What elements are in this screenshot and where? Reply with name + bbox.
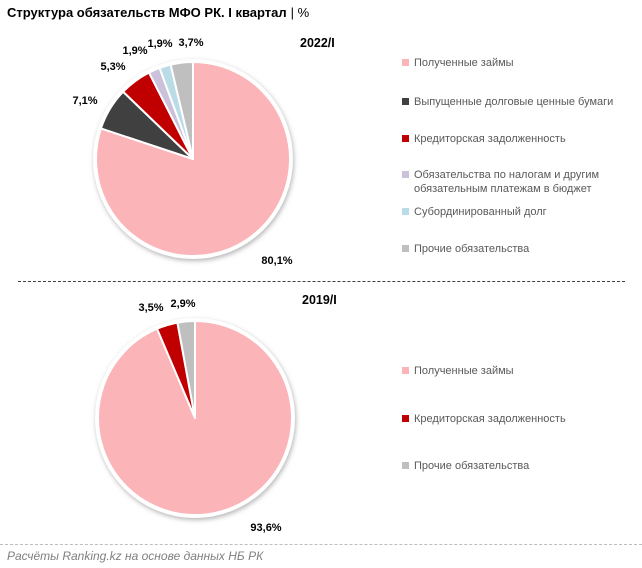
legend-marker <box>402 135 409 142</box>
legend-marker <box>402 208 409 215</box>
legend-label: Полученные займы <box>414 57 514 69</box>
period-label-2019: 2019/I <box>302 293 337 307</box>
legend-label: Кредиторская задолженность <box>414 413 566 425</box>
legend-item: Кредиторская задолженность <box>402 132 630 146</box>
legend-item: Полученные займы <box>402 364 630 378</box>
data-label: 1,9% <box>122 45 148 57</box>
pie-svg-2019 <box>95 318 295 518</box>
charts-divider <box>18 281 625 282</box>
legend-item: Полученные займы <box>402 56 630 70</box>
legend-item: Прочие обязательства <box>402 242 630 256</box>
legend-label: Прочие обязательства <box>414 243 530 255</box>
pie-chart-2019 <box>94 317 296 519</box>
data-label: 1,9% <box>147 38 173 50</box>
data-label: 2,9% <box>170 298 196 310</box>
legend-label: Выпущенные долговые ценные бумаги <box>414 96 614 108</box>
legend-label: Обязательства по налогам и другим обязат… <box>414 169 600 196</box>
legend-marker <box>402 98 409 105</box>
footer-source: Расчёты Ranking.kz на основе данных НБ Р… <box>7 549 264 563</box>
chart-title-unit: | % <box>290 5 310 20</box>
pie-svg-2022 <box>93 59 293 259</box>
data-label: 93,6% <box>250 522 282 534</box>
legend-marker <box>402 245 409 252</box>
legend-marker <box>402 59 409 66</box>
pie-outer-ring <box>95 318 295 518</box>
legend-label: Субординированный долг <box>414 206 547 218</box>
period-label-2022: 2022/I <box>300 36 335 50</box>
pie-slice <box>95 61 291 257</box>
legend-item: Выпущенные долговые ценные бумаги <box>402 95 630 109</box>
legend-marker <box>402 171 409 178</box>
legend-label: Прочие обязательства <box>414 460 530 472</box>
data-label: 80,1% <box>261 255 293 267</box>
legend-label: Кредиторская задолженность <box>414 133 566 145</box>
data-label: 3,5% <box>138 302 164 314</box>
data-label: 3,7% <box>178 37 204 49</box>
pie-chart-2022 <box>92 58 294 260</box>
legend-item: Субординированный долг <box>402 205 630 219</box>
legend-marker <box>402 415 409 422</box>
legend-item: Кредиторская задолженность <box>402 412 630 426</box>
legend-marker <box>402 367 409 374</box>
chart-title: Структура обязательств МФО РК. I квартал… <box>7 5 309 20</box>
footer-divider <box>0 544 642 545</box>
legend-marker <box>402 462 409 469</box>
data-label: 7,1% <box>72 95 98 107</box>
pie-outer-ring <box>93 59 293 259</box>
pie-slice <box>97 320 293 516</box>
legend-item: Прочие обязательства <box>402 459 630 473</box>
legend-item: Обязательства по налогам и другим обязат… <box>402 168 630 197</box>
pie-slice <box>169 61 194 160</box>
data-label: 5,3% <box>100 61 126 73</box>
pie-slice <box>176 320 196 419</box>
legend-label: Полученные займы <box>414 365 514 377</box>
chart-title-text: Структура обязательств МФО РК. I квартал <box>7 5 287 20</box>
